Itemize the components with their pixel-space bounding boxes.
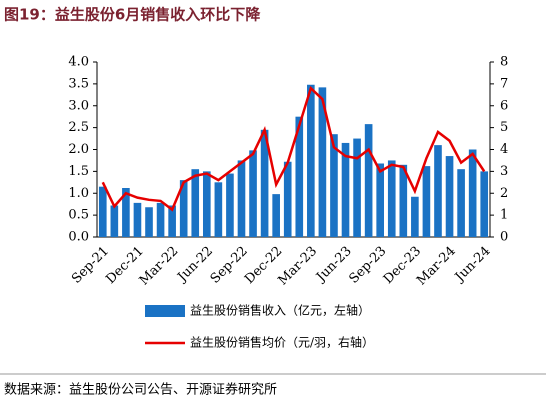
y-tick-label: 0.5 [68, 208, 89, 223]
x-tick-label: Mar-22 [137, 244, 182, 289]
y-tick-label: 2.5 [68, 120, 89, 135]
bar [249, 150, 257, 237]
y-tick-label: 1.5 [68, 164, 89, 179]
x-tick-label: Jun-23 [312, 244, 354, 286]
bar [156, 202, 165, 237]
bar [272, 194, 280, 237]
bar [399, 164, 408, 237]
y-tick-label: 3.5 [68, 76, 89, 91]
bar [307, 84, 315, 237]
source: 数据来源：益生股份公司公告、开源证券研究所 [4, 382, 277, 398]
bar [422, 166, 431, 237]
x-tick-label: Sep-21 [69, 244, 112, 287]
y-tick-label: 3.0 [68, 98, 89, 113]
bar [330, 134, 338, 237]
bar [122, 188, 130, 237]
bar [457, 169, 465, 237]
bar [133, 202, 142, 237]
bar [480, 171, 489, 237]
bar [179, 180, 188, 237]
x-tick-label: Jun-24 [451, 244, 493, 286]
y2-tick-label: 2 [500, 186, 508, 201]
y2-tick-label: 1 [500, 208, 508, 223]
line [101, 85, 486, 212]
bar [191, 169, 200, 237]
bar [387, 160, 396, 237]
bar [237, 160, 246, 237]
legend-label: 益生股份销售收入（亿元，左轴） [190, 303, 370, 318]
y-tick-label: 2.0 [68, 142, 89, 157]
bar [364, 124, 373, 237]
y2-tick-label: 5 [500, 120, 508, 135]
y2-tick-label: 0 [500, 230, 508, 245]
bar [260, 129, 269, 237]
x-tick-label: Mar-24 [414, 244, 459, 289]
bar [411, 196, 419, 237]
x-tick-label: Jun-22 [174, 244, 216, 286]
legend-label: 益生股份销售均价（元/羽，右轴） [190, 335, 374, 350]
bar [145, 207, 153, 237]
y2-tick-label: 3 [500, 164, 508, 179]
bar [214, 182, 223, 237]
x-tick-label: Sep-22 [208, 244, 251, 287]
x-tick-label: Sep-23 [346, 244, 389, 287]
bar [226, 173, 234, 237]
y2-tick-label: 7 [500, 76, 508, 91]
bar [434, 145, 442, 237]
y2-tick-label: 8 [500, 55, 508, 70]
y2-tick-label: 6 [500, 98, 508, 113]
y-tick-label: 0.0 [68, 230, 89, 245]
bar [98, 186, 107, 237]
bar [445, 156, 454, 237]
y-tick-label: 1.0 [68, 186, 89, 201]
bar [202, 171, 211, 237]
bar [353, 138, 361, 237]
bar [283, 161, 292, 237]
x-tick-label: Mar-23 [275, 244, 320, 289]
bar [376, 163, 385, 237]
legend-swatch [145, 305, 185, 317]
bar [168, 205, 176, 237]
bar [110, 205, 119, 237]
bar [295, 116, 304, 237]
y-tick-label: 4.0 [68, 55, 89, 70]
bar [318, 87, 327, 237]
y2-tick-label: 4 [500, 142, 508, 157]
bar [341, 142, 350, 237]
bar [468, 149, 477, 237]
chart-title: 图19：益生股份6月销售收入环比下降 [4, 6, 261, 24]
